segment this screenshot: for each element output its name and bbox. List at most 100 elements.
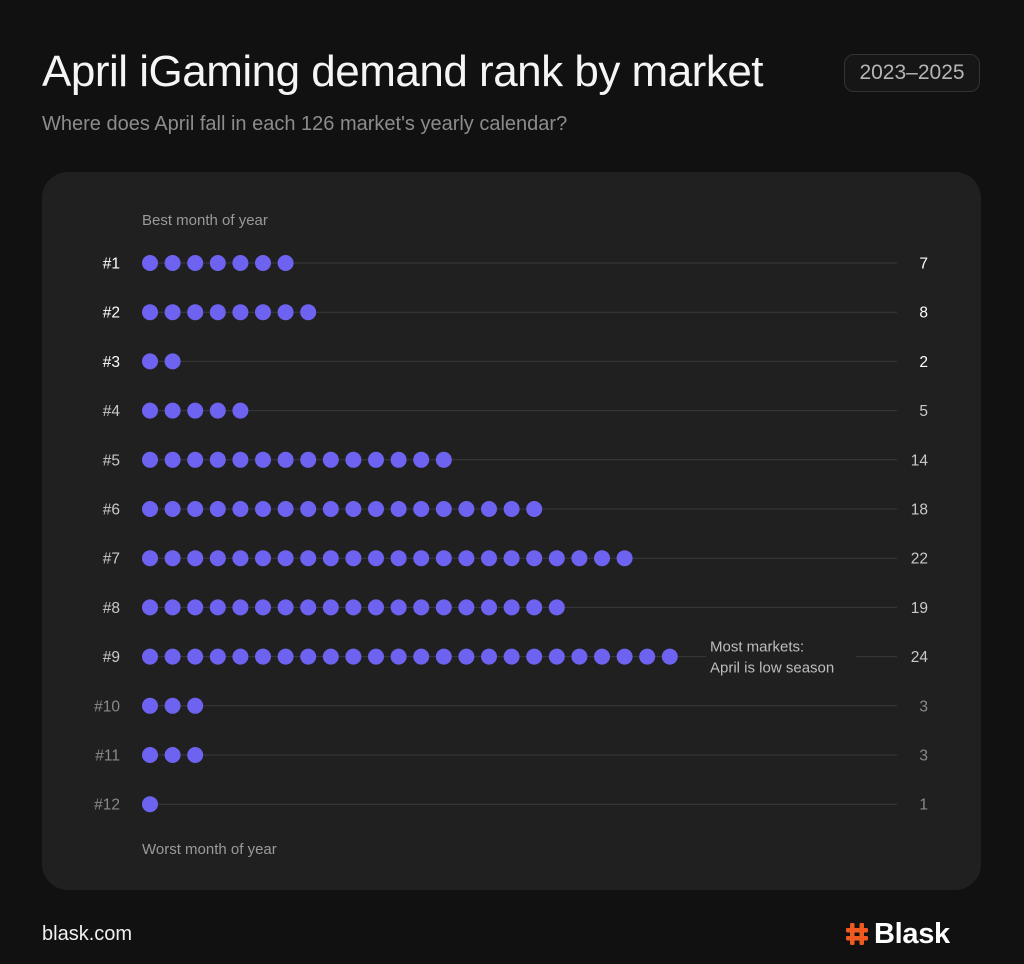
market-dot [571,648,588,665]
market-dot [164,599,181,616]
market-dot [548,648,565,665]
market-dot [277,550,294,567]
market-dot [255,255,271,271]
market-dot [209,550,226,567]
market-dot [458,550,475,567]
rank-label: #7 [103,551,120,568]
market-dot [413,599,430,616]
market-dot [164,451,181,468]
market-dot [164,304,181,321]
rank-label: #3 [103,354,120,371]
market-dot [481,599,497,616]
market-dot [413,550,430,567]
market-dot [390,550,407,567]
market-dot [164,501,181,517]
market-dot [548,550,565,567]
row-value-label: 18 [911,502,928,519]
market-dot [209,451,226,468]
market-dot [209,599,226,616]
market-dot [503,648,520,665]
market-dot [232,402,249,419]
market-dot [345,550,362,567]
rank-label: #2 [103,305,120,322]
market-dot [255,451,271,468]
rank-label: #12 [94,797,120,814]
market-dot [164,353,181,370]
market-dot [187,304,204,321]
market-dot [458,501,475,517]
market-dot [526,550,543,567]
market-dot [413,451,430,468]
rank-label: #5 [103,452,120,469]
market-dot [435,550,452,567]
market-dot [345,451,362,468]
chart-panel: Best month of year Worst month of year #1 7… [42,172,981,890]
market-dot [481,550,497,567]
market-dot [503,599,520,616]
row-value-label: 1 [919,797,928,814]
hash-logo-icon [846,923,868,945]
row-value-label: 2 [919,354,928,371]
row-value-label: 5 [919,403,928,420]
market-dot [164,402,181,419]
market-dot [187,697,204,714]
market-dot [255,304,271,321]
market-dot [232,648,249,665]
market-dot [322,501,339,517]
brand-name: Blask [874,918,950,950]
dot-chart: Best month of year Worst month of year #1 7… [94,212,929,858]
row-value-label: 19 [911,600,928,617]
market-dot [142,255,158,271]
market-dot [142,697,158,714]
market-dot [164,255,181,271]
market-dot [187,255,204,271]
market-dot [435,451,452,468]
market-dot [458,599,475,616]
market-dot [616,648,633,665]
market-dot [300,599,317,616]
market-dot [526,648,543,665]
market-dot [435,501,452,517]
market-dot [142,648,158,665]
market-dot [187,501,204,517]
worst-month-label: Worst month of year [142,841,277,858]
market-dot [142,304,158,321]
market-dot [232,255,249,271]
rank-label: #4 [103,403,121,420]
market-dot [435,599,452,616]
market-dot [142,599,158,616]
rank-label: #9 [103,649,120,666]
market-dot [503,550,520,567]
market-dot [164,550,181,567]
annotation-backdrop [706,632,856,677]
market-dot [300,451,317,468]
market-dot [503,501,520,517]
market-dot [232,501,249,517]
market-dot [255,550,271,567]
year-range-badge: 2023–2025 [844,54,980,92]
annotation-text: April is low season [710,660,834,677]
market-dot [594,550,610,567]
market-dot [232,550,249,567]
row-value-label: 7 [919,256,928,273]
market-dot [322,550,339,567]
market-dot [142,451,158,468]
market-dot [209,255,226,271]
market-dot [390,599,407,616]
market-dot [390,648,407,665]
market-dot [277,648,294,665]
market-dot [187,648,204,665]
market-dot [322,599,339,616]
market-dot [142,796,158,813]
market-dot [255,599,271,616]
footer-url[interactable]: blask.com [42,923,133,945]
market-dot [435,648,452,665]
market-dot [187,550,204,567]
market-dot [368,648,384,665]
market-dot [413,648,430,665]
market-dot [209,648,226,665]
market-dot [277,451,294,468]
market-dot [571,550,588,567]
market-dot [526,599,543,616]
row-value-label: 14 [911,452,929,469]
